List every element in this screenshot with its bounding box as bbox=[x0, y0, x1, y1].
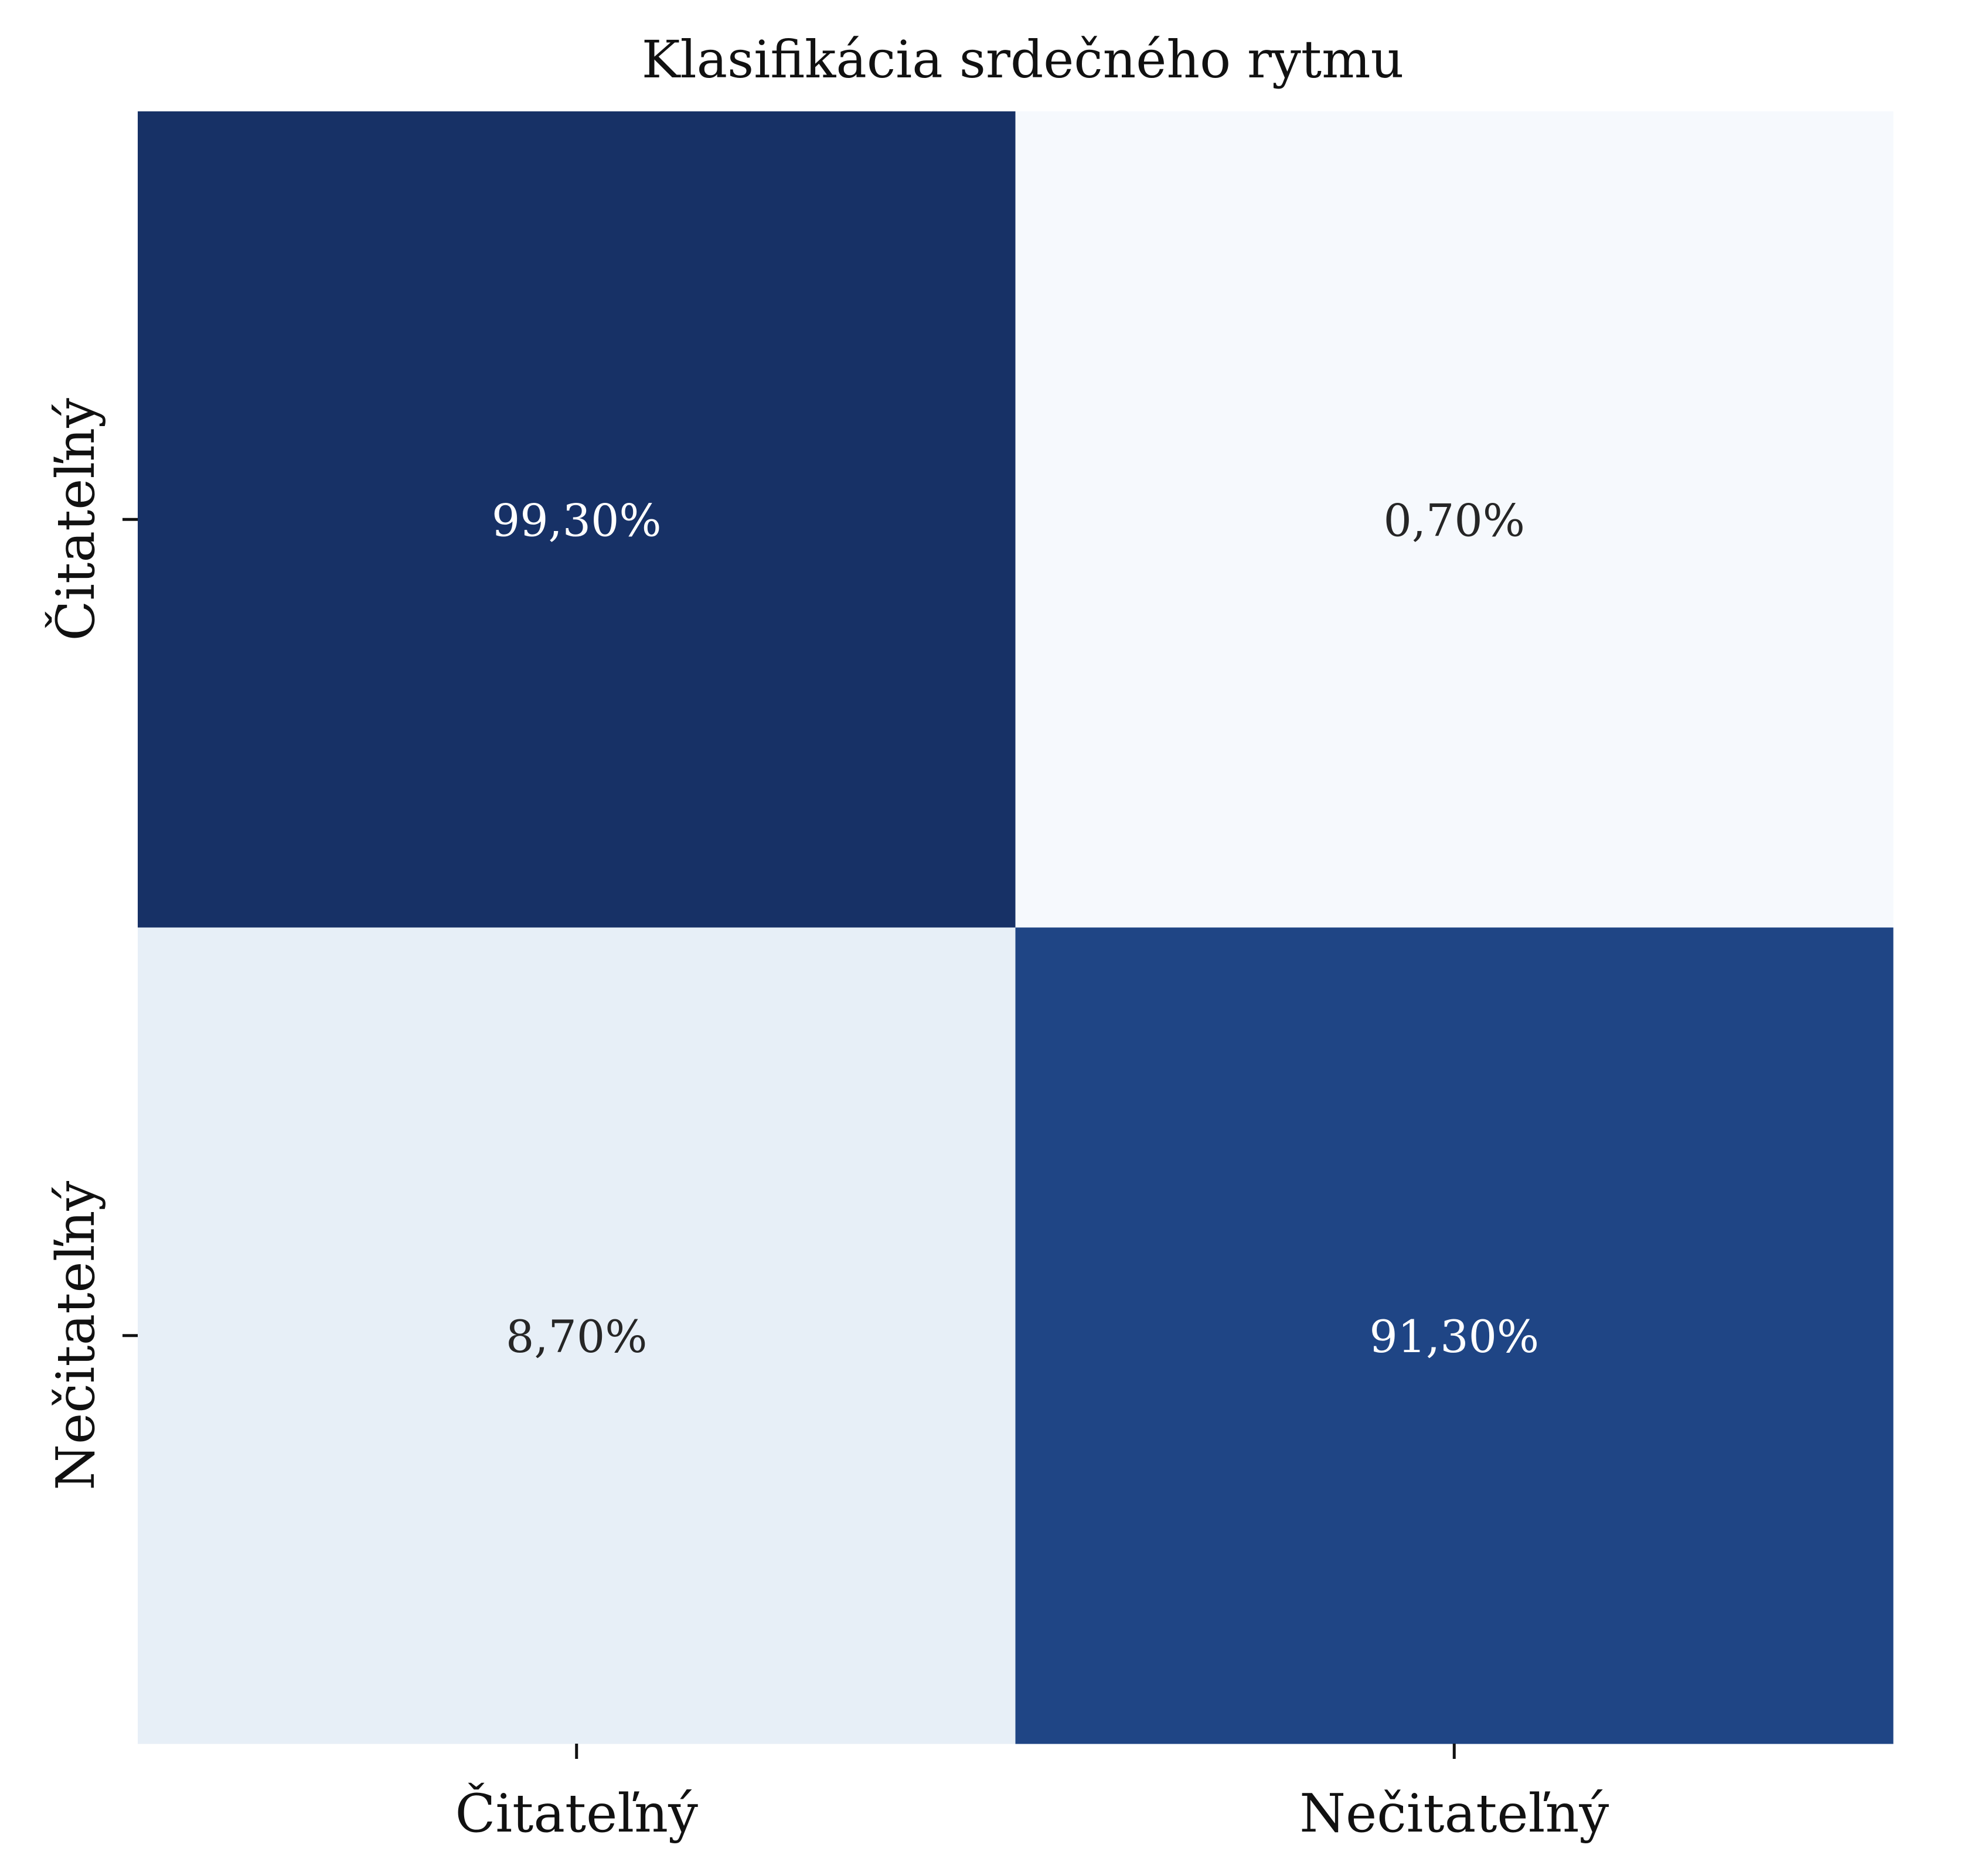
cell-value-label: 91,30% bbox=[1369, 1311, 1539, 1363]
y-axis: Čitateľný Nečitateľný bbox=[45, 398, 138, 1490]
y-tick-label: Čitateľný bbox=[45, 398, 107, 641]
x-tick-label: Čitateľný bbox=[455, 1782, 699, 1844]
x-axis: Čitateľný Nečitateľný bbox=[455, 1744, 1609, 1844]
y-tick-label: Nečitateľný bbox=[45, 1181, 107, 1490]
heatmap-cell-r1-c0 bbox=[138, 927, 1016, 1744]
cell-value-label: 0,70% bbox=[1384, 494, 1525, 546]
x-tick-label: Nečitateľný bbox=[1299, 1783, 1609, 1844]
cell-value-label: 99,30% bbox=[492, 494, 662, 546]
chart-title: Klasifikácia srdečného rytmu bbox=[642, 29, 1404, 90]
heatmap-cell-r1-c1 bbox=[1015, 927, 1894, 1744]
heatmap-cells bbox=[138, 111, 1894, 1744]
heatmap-cell-r0-c0 bbox=[138, 111, 1016, 928]
cell-value-labels: 99,30% 0,70% 8,70% 91,30% bbox=[492, 494, 1539, 1363]
cell-value-label: 8,70% bbox=[506, 1311, 647, 1363]
heatmap-cell-r0-c1 bbox=[1015, 111, 1894, 928]
